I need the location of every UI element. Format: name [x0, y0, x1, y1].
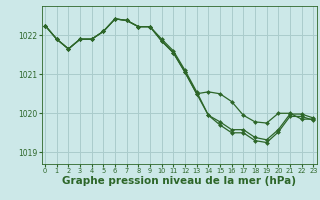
X-axis label: Graphe pression niveau de la mer (hPa): Graphe pression niveau de la mer (hPa) — [62, 176, 296, 186]
